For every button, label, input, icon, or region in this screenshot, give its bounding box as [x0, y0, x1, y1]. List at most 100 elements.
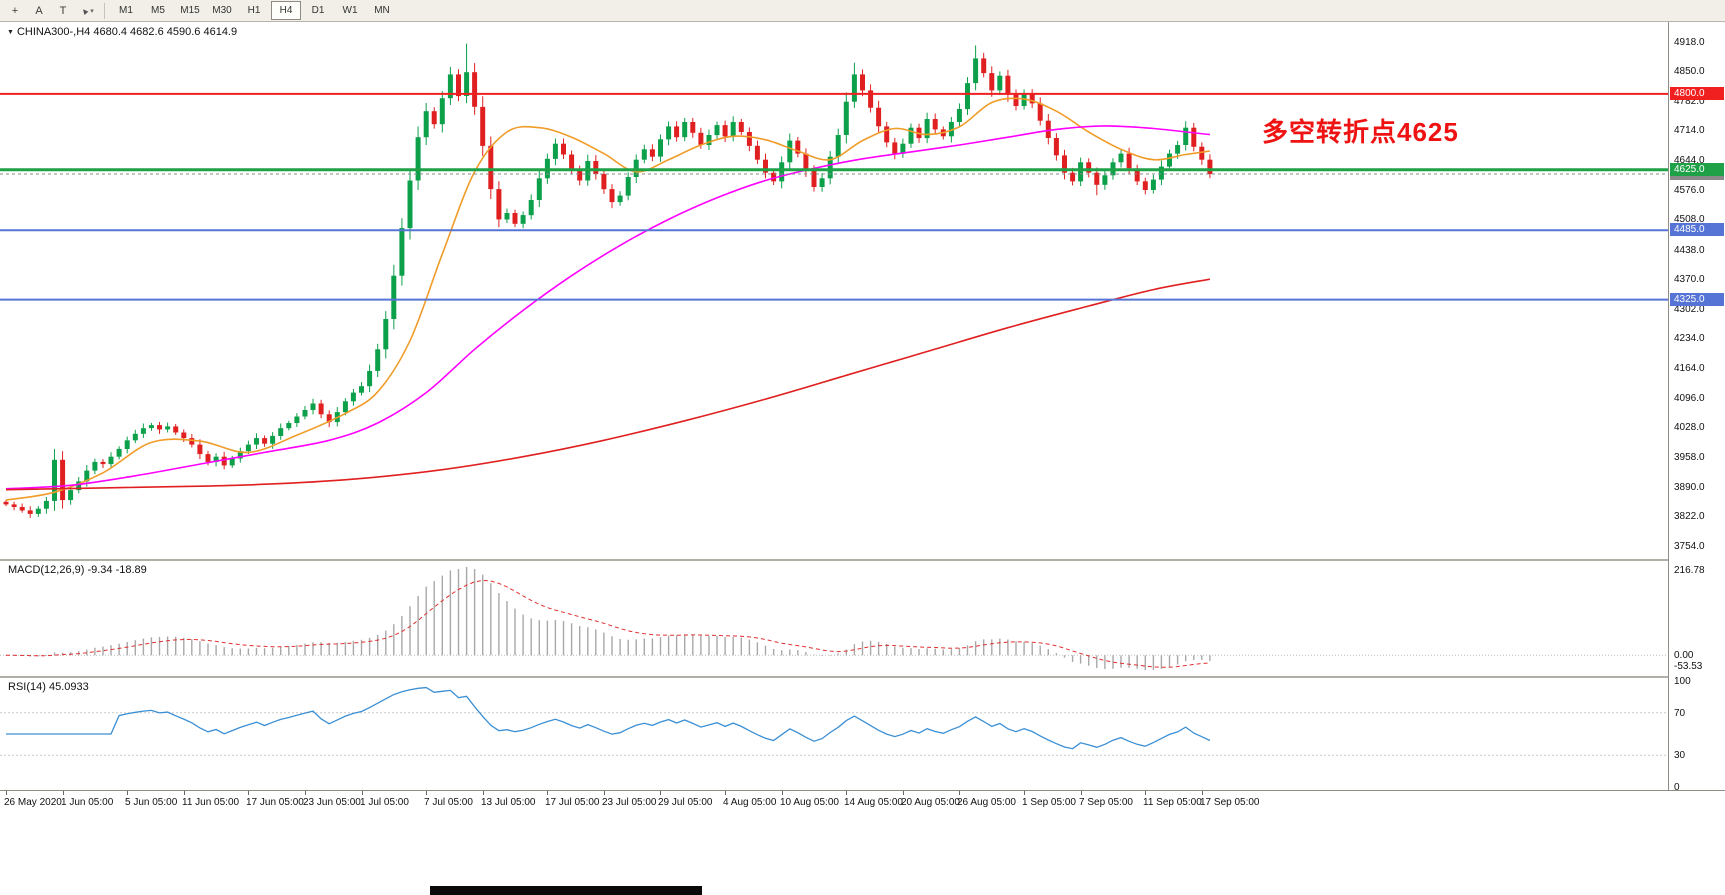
candle: [625, 172, 631, 201]
ma-fast-orange[interactable]: [5, 97, 1211, 501]
time-axis-tick: [846, 791, 847, 795]
price-annotation-text[interactable]: 多空转折点4625: [1262, 117, 1459, 147]
timeframe-button-h1[interactable]: H1: [247, 5, 261, 16]
candle: [851, 62, 857, 108]
candle: [658, 134, 663, 162]
timeframe-button-m30[interactable]: M30: [212, 5, 232, 16]
candle: [92, 458, 98, 475]
price-axis-label: 4438.0: [1674, 244, 1705, 256]
candle: [512, 209, 518, 227]
timeframe-group: M1 M5 M15 M30 H1 H4 D1 W1 MN: [110, 1, 398, 20]
timeframe-button-h4[interactable]: H4: [271, 1, 301, 20]
price-axis-label: 4234.0: [1674, 332, 1705, 344]
candle: [641, 144, 647, 164]
candle: [140, 423, 146, 438]
rsi-line: [6, 686, 1211, 750]
price-axis[interactable]: 4918.0 4850.0 4782.0 4714.0 4644.0 4576.0 4508…: [1668, 22, 1725, 793]
rsi-indicator-plot[interactable]: [0, 678, 1668, 790]
candle: [213, 453, 219, 467]
candle: [27, 506, 33, 518]
candle: [552, 138, 558, 166]
candle: [43, 497, 49, 514]
toolbar-separator: [104, 2, 105, 19]
candle: [843, 92, 849, 144]
tool-button-crosshair[interactable]: +: [4, 1, 26, 21]
candle: [3, 500, 9, 507]
symbol-collapse-icon: ▼: [7, 29, 14, 36]
candle: [1142, 177, 1148, 195]
candle: [601, 169, 607, 194]
price-axis-label: 4302.0: [1674, 303, 1705, 315]
candle: [674, 121, 680, 142]
toolbar: + A T ▲ ▾ M1 M5 M15 M30 H1 H4 D1 W1 MN: [0, 0, 1725, 22]
candle: [860, 69, 865, 97]
time-axis-label: 26 May 2020: [4, 797, 62, 808]
candle: [423, 102, 429, 146]
price-axis-label: 3890.0: [1674, 481, 1705, 493]
timeframe-button-m15[interactable]: M15: [180, 5, 200, 16]
candle: [197, 439, 203, 460]
tool-button-text-box[interactable]: T: [52, 1, 74, 21]
candle: [415, 126, 421, 190]
candle: [803, 148, 809, 177]
ma-medium-magenta[interactable]: [5, 125, 1210, 490]
rsi-axis-label: 30: [1674, 750, 1686, 762]
candle: [165, 422, 171, 433]
candle: [383, 311, 389, 359]
candle: [302, 405, 308, 420]
candle: [350, 389, 356, 406]
timeframe-button-mn[interactable]: MN: [374, 5, 390, 16]
time-axis-tick: [1202, 791, 1203, 795]
time-axis-label: 17 Sep 05:00: [1200, 797, 1260, 808]
candle: [1037, 97, 1043, 126]
time-axis-label: 26 Aug 05:00: [957, 797, 1016, 808]
timeframe-button-m5[interactable]: M5: [151, 5, 165, 16]
ma-slow-red[interactable]: [5, 278, 1211, 491]
time-axis-tick: [1145, 791, 1146, 795]
candle: [52, 449, 57, 511]
macd-axis-label: -53.53: [1674, 661, 1703, 672]
candle: [649, 144, 655, 162]
time-axis-tick: [1081, 791, 1082, 795]
time-axis[interactable]: 26 May 2020 1 Jun 05:00 5 Jun 05:00 11 Jun …: [0, 791, 1725, 815]
tool-button-text-label[interactable]: A: [28, 1, 50, 21]
price-axis-label: 3754.0: [1674, 540, 1705, 552]
candle: [908, 123, 914, 148]
background-window-edge: [430, 886, 702, 895]
panel-separator[interactable]: [0, 559, 1725, 561]
time-axis-tick: [903, 791, 904, 795]
time-axis-tick: [426, 791, 427, 795]
time-axis-tick: [604, 791, 605, 795]
candle: [779, 156, 785, 189]
candle: [738, 118, 744, 136]
candle: [884, 121, 890, 148]
chart-symbol-label: ▼ CHINA300-,H4 4680.4 4682.6 4590.6 4614.…: [7, 26, 237, 38]
candle: [100, 459, 106, 469]
candle: [132, 429, 138, 444]
candle: [536, 170, 542, 208]
candle: [480, 96, 486, 157]
tool-button-cursor[interactable]: ▲ ▾: [76, 1, 98, 21]
price-axis-label: 4782.0: [1674, 95, 1705, 107]
candle: [1150, 174, 1156, 194]
timeframe-button-d1[interactable]: D1: [311, 5, 325, 16]
candle: [827, 151, 833, 185]
candle: [1045, 114, 1051, 145]
candle: [262, 435, 268, 447]
candle: [682, 118, 688, 142]
candle: [19, 503, 25, 513]
price-chart-plot[interactable]: [0, 22, 1668, 559]
candle: [956, 103, 962, 127]
candle: [876, 100, 882, 133]
timeframe-button-w1[interactable]: W1: [342, 5, 358, 16]
timeframe-button-m1[interactable]: M1: [119, 5, 133, 16]
candle: [278, 423, 284, 440]
candle: [868, 84, 874, 113]
macd-axis-label: 0.00: [1674, 650, 1694, 662]
panel-separator[interactable]: [0, 676, 1725, 678]
candle: [1005, 69, 1011, 102]
candle: [1167, 149, 1172, 171]
macd-indicator-plot[interactable]: [0, 561, 1668, 676]
price-level-badge: 4325.0: [1670, 292, 1724, 306]
